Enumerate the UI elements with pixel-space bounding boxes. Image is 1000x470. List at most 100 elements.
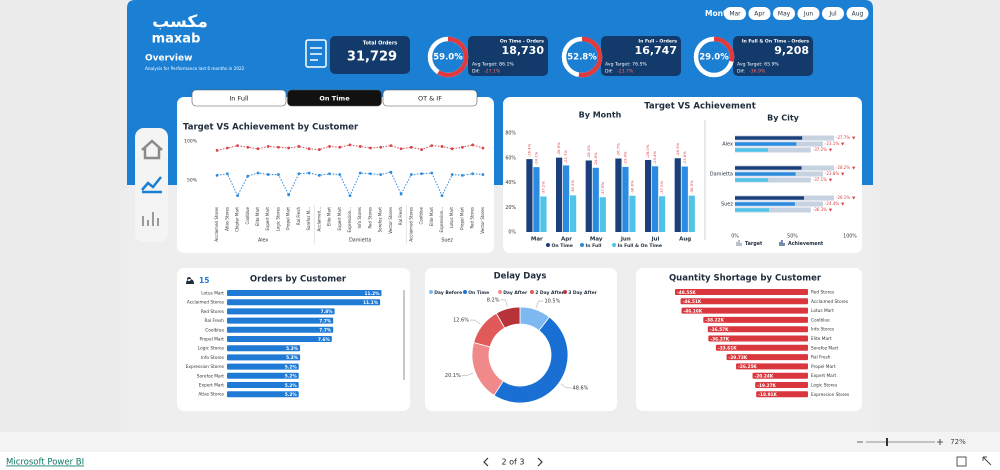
value-label: -20.24K [755,374,774,380]
point [348,194,352,198]
x-tick-label: Expert Mart [265,207,270,231]
kpi-label: On Time - Orders [500,39,544,45]
bar-annotation: -23.1% [825,141,839,146]
bar-annotation: -26.3% [675,142,680,156]
y-tick-label: Propel Mart [811,364,836,370]
month-button[interactable] [822,7,844,20]
bar [735,196,804,200]
point [307,147,311,151]
tab[interactable] [382,89,478,107]
point [440,145,444,148]
legend-swatch [463,290,467,294]
month-button[interactable] [773,7,795,20]
point [287,193,291,197]
bar [592,167,599,232]
y-tick-label: 60% [505,155,516,161]
legend-label: In Full [586,243,602,249]
share-icon[interactable] [956,456,967,467]
value-label: 11.2% [365,291,381,297]
legend-swatch [580,243,584,247]
chart-title: Delay Days [494,272,547,282]
bar [585,160,592,232]
y-tick-label: Expression Stores [186,364,225,370]
legend-target-icon [736,240,742,246]
leader-line [500,299,508,307]
bar-annotation: -24.6% [593,152,598,166]
bar-annotation: -37.2% [813,147,827,152]
bar [227,382,299,388]
tab-label: On Time [319,95,350,103]
point [461,173,464,177]
scrollbar[interactable] [403,290,405,380]
bar [599,197,606,232]
fullscreen-icon[interactable] [982,456,992,466]
month-button-label: Jun [803,11,814,18]
y-tick-label: Logic Stores [198,346,225,352]
bar [736,363,808,370]
point [461,145,464,149]
y-tick-label: Damietta [710,172,733,178]
x-tick-label: 0% [731,234,739,240]
x-tick-label: Elite Mart [327,207,332,227]
tab[interactable] [287,89,382,107]
gauge-arc [437,36,469,78]
y-tick-label: Sorefoz Mart [197,373,225,379]
value-label: 5.2% [285,374,298,380]
bar-annotation: -23.4% [652,150,657,164]
page-indicator: 2 of 3 [502,458,525,467]
legend-label: Target [745,241,763,247]
bar [681,166,688,232]
bar-annotation: -36.6% [629,180,634,194]
y-tick-label: 50% [187,178,198,184]
x-tick-label: Jul [651,237,660,243]
month-button[interactable] [846,7,869,20]
gauge-label: 29.0% [699,53,729,63]
point [358,171,362,175]
chart-icon[interactable] [141,176,162,194]
x-tick-label: Red Stores [367,207,372,229]
analysis-icon[interactable] [142,212,159,226]
x-tick-label: Sorefoz M... [306,207,311,231]
point [246,145,250,149]
point [409,173,413,176]
brand-link[interactable]: Microsoft Power BI [6,458,84,468]
y-tick-label: Logic Stores [811,383,838,389]
down-triangle [828,178,833,182]
y-tick-label: Expert Mart [199,383,225,389]
home-icon[interactable] [141,139,163,160]
month-button[interactable] [724,7,746,20]
bar-annotation: -26.9% [556,142,561,156]
logo-latin: maxab [152,32,201,47]
tab[interactable] [191,89,287,107]
group-label: Damietta [349,238,371,244]
y-tick-label: Coolblue [811,317,830,323]
zoom-buttons[interactable] [857,439,943,445]
chart-title: By City [767,114,800,123]
bar [227,317,334,324]
point [430,144,434,148]
value-label: 10.5% [544,299,560,305]
y-tick-label: Sorefoz Mart [811,345,839,351]
value-label: 5.3% [286,355,299,361]
month-button[interactable] [797,7,820,20]
kpi-box [468,36,548,76]
zoom-thumb[interactable] [886,438,888,446]
point [420,172,423,176]
zoom-level: 72% [950,438,966,446]
x-tick-label: Coolblue [419,206,424,224]
month-button[interactable] [748,7,771,20]
donut-slice [495,306,521,329]
legend-label: Day After [503,290,528,296]
gauge-arc [713,36,735,63]
bar [735,136,803,140]
y-tick-label: Red Stores [201,309,225,315]
kpi-target: Avg Target: 76.5% [605,62,647,68]
orders-icon [305,39,327,68]
page-arrows[interactable] [483,457,543,467]
x-tick-label: Jun [620,237,631,243]
value-label: -26.25K [738,364,757,370]
value-label: 20.1% [445,373,461,379]
donut-slice [493,316,569,404]
point [379,173,383,176]
